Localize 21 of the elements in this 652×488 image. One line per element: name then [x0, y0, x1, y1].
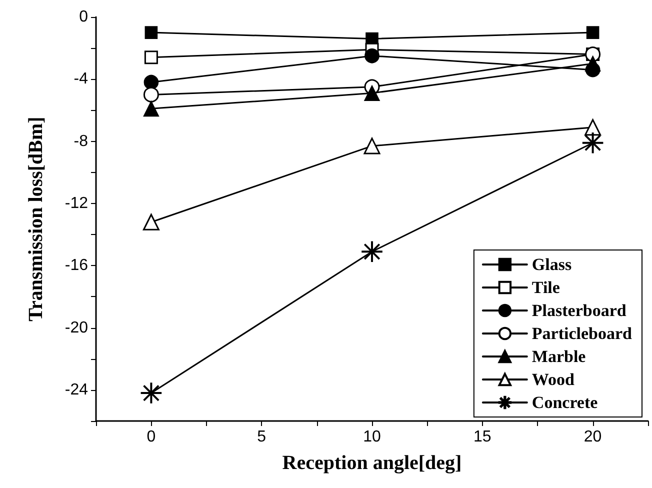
y-tick-label: -4 [74, 70, 88, 88]
legend-label: Concrete [532, 393, 598, 412]
legend-label: Marble [532, 347, 586, 366]
x-axis-title: Reception angle[deg] [282, 452, 462, 474]
legend-label: Glass [532, 255, 572, 274]
y-tick-label: -12 [64, 194, 88, 212]
legend-label: Wood [532, 370, 575, 389]
y-axis-title: Transmission loss[dBm] [25, 116, 47, 322]
x-tick-label: 15 [474, 428, 492, 446]
x-tick-label: 10 [363, 428, 381, 446]
y-tick-label: -20 [64, 319, 88, 336]
x-tick-label: 20 [584, 428, 602, 446]
x-tick-label: 5 [257, 428, 266, 446]
legend-label: Tile [532, 278, 560, 297]
y-tick-label: -16 [64, 257, 88, 274]
legend-label: Particleboard [532, 324, 633, 343]
legend-label: Plasterboard [532, 301, 627, 320]
x-tick-label: 0 [146, 428, 156, 446]
y-tick-label: -24 [64, 381, 88, 398]
y-tick-label: 0 [79, 8, 88, 26]
y-tick-label: -8 [74, 132, 88, 150]
